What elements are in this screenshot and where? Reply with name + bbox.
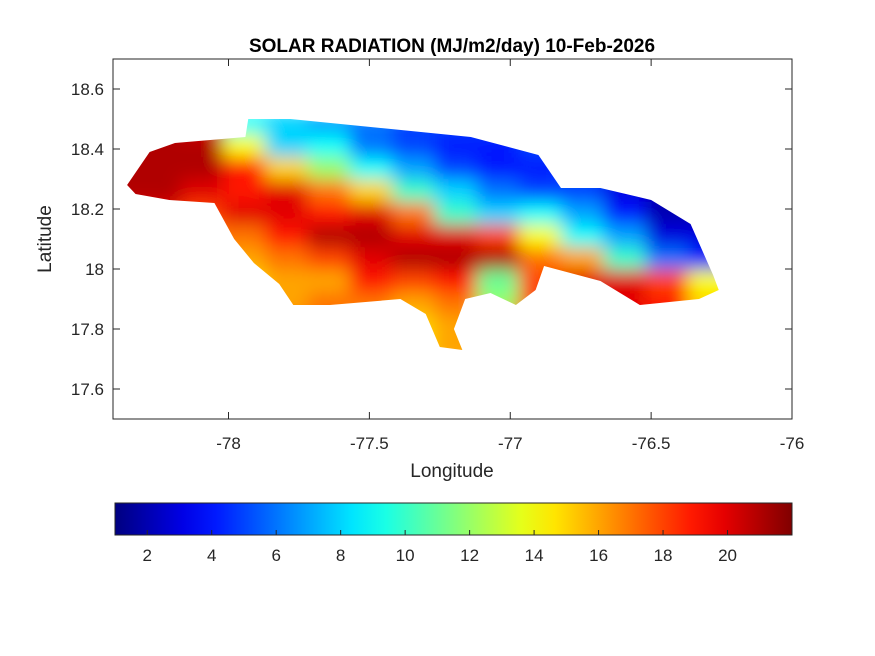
heat-cell bbox=[127, 337, 150, 350]
heat-cell bbox=[687, 157, 719, 186]
heat-cell bbox=[560, 134, 615, 164]
heat-cell bbox=[127, 247, 150, 276]
colorbar-tick-label: 14 bbox=[525, 546, 544, 565]
y-tick-label: 18 bbox=[85, 260, 104, 279]
y-tick-label: 17.6 bbox=[71, 380, 104, 399]
heat-cell bbox=[560, 314, 615, 344]
heat-cell bbox=[180, 119, 235, 141]
heat-cell bbox=[603, 134, 657, 164]
y-tick-label: 18.6 bbox=[71, 80, 104, 99]
heat-cell bbox=[687, 337, 719, 350]
heat-cell bbox=[180, 224, 235, 254]
heat-cell bbox=[603, 119, 657, 141]
heat-cell bbox=[645, 157, 700, 186]
heat-cell bbox=[518, 314, 573, 344]
heat-cell bbox=[127, 269, 150, 299]
heat-cell bbox=[645, 337, 700, 350]
heat-cell bbox=[349, 337, 404, 350]
heat-cell bbox=[180, 292, 235, 321]
heat-cell bbox=[307, 314, 361, 344]
axes-box bbox=[112, 58, 793, 420]
heat-cell bbox=[180, 247, 235, 276]
heat-cell bbox=[180, 269, 235, 299]
chart-title: SOLAR RADIATION (MJ/m2/day) 10-Feb-2026 bbox=[249, 36, 655, 57]
heat-cell bbox=[138, 202, 192, 231]
x-tick-label: -77 bbox=[498, 434, 523, 453]
heat-cell bbox=[138, 269, 192, 299]
heat-cell bbox=[476, 314, 530, 344]
heat-cell bbox=[687, 292, 719, 321]
heat-cell bbox=[222, 337, 277, 350]
heat-cell bbox=[138, 224, 192, 254]
heat-cell bbox=[127, 202, 150, 231]
heat-cell bbox=[127, 119, 150, 141]
heat-cell bbox=[127, 292, 150, 321]
heat-cell bbox=[222, 314, 277, 344]
colorbar-tick-label: 8 bbox=[336, 546, 345, 565]
heat-cell bbox=[265, 337, 319, 350]
heat-cell bbox=[391, 337, 446, 350]
heat-cell bbox=[645, 134, 700, 164]
heat-cell bbox=[127, 314, 150, 344]
x-tick-label: -76 bbox=[780, 434, 805, 453]
heat-cell bbox=[560, 157, 615, 186]
heat-cell bbox=[138, 292, 192, 321]
heat-cell bbox=[518, 337, 573, 350]
heat-cell bbox=[138, 247, 192, 276]
colorbar-tick-label: 10 bbox=[396, 546, 415, 565]
heat-cell bbox=[560, 337, 615, 350]
heat-cell bbox=[518, 119, 573, 141]
colorbar-tick-label: 20 bbox=[718, 546, 737, 565]
heat-cell bbox=[307, 337, 361, 350]
heat-cell bbox=[138, 314, 192, 344]
heat-cell bbox=[560, 292, 615, 321]
heat-cell bbox=[222, 292, 277, 321]
y-tick-label: 18.2 bbox=[71, 200, 104, 219]
colorbar-tick-label: 16 bbox=[589, 546, 608, 565]
x-tick-label: -77.5 bbox=[350, 434, 389, 453]
heat-cell bbox=[560, 119, 615, 141]
x-axis-label: Longitude bbox=[410, 461, 493, 482]
y-axis-label: Latitude bbox=[35, 205, 56, 273]
heat-cell bbox=[687, 179, 719, 209]
heat-cell bbox=[180, 314, 235, 344]
heat-cell bbox=[476, 119, 530, 141]
heat-cell bbox=[434, 337, 488, 350]
heat-cell bbox=[603, 157, 657, 186]
heat-cell bbox=[687, 314, 719, 344]
heat-cell bbox=[127, 134, 150, 164]
heat-cell bbox=[476, 337, 530, 350]
colorbar-tick-label: 2 bbox=[143, 546, 152, 565]
heat-cell bbox=[127, 224, 150, 254]
y-tick-label: 17.8 bbox=[71, 320, 104, 339]
heat-cell bbox=[603, 314, 657, 344]
colorbar-tick-label: 6 bbox=[271, 546, 280, 565]
heat-cell bbox=[180, 337, 235, 350]
heat-cell bbox=[645, 119, 700, 141]
heat-cell bbox=[603, 337, 657, 350]
colorbar bbox=[114, 502, 793, 536]
heat-cell bbox=[138, 119, 192, 141]
x-tick-label: -78 bbox=[216, 434, 241, 453]
heat-cell bbox=[687, 119, 719, 141]
heat-cell bbox=[687, 202, 719, 231]
heatmap-layer bbox=[127, 119, 719, 350]
x-tick-label: -76.5 bbox=[632, 434, 671, 453]
heat-cell bbox=[518, 292, 573, 321]
heat-cell bbox=[687, 134, 719, 164]
heat-cell bbox=[265, 314, 319, 344]
heat-cell bbox=[645, 314, 700, 344]
heat-cell bbox=[138, 337, 192, 350]
colorbar-tick-label: 18 bbox=[654, 546, 673, 565]
colorbar-tick-label: 12 bbox=[460, 546, 479, 565]
heat-cell bbox=[349, 314, 404, 344]
y-tick-label: 18.4 bbox=[71, 140, 104, 159]
colorbar-tick-label: 4 bbox=[207, 546, 216, 565]
